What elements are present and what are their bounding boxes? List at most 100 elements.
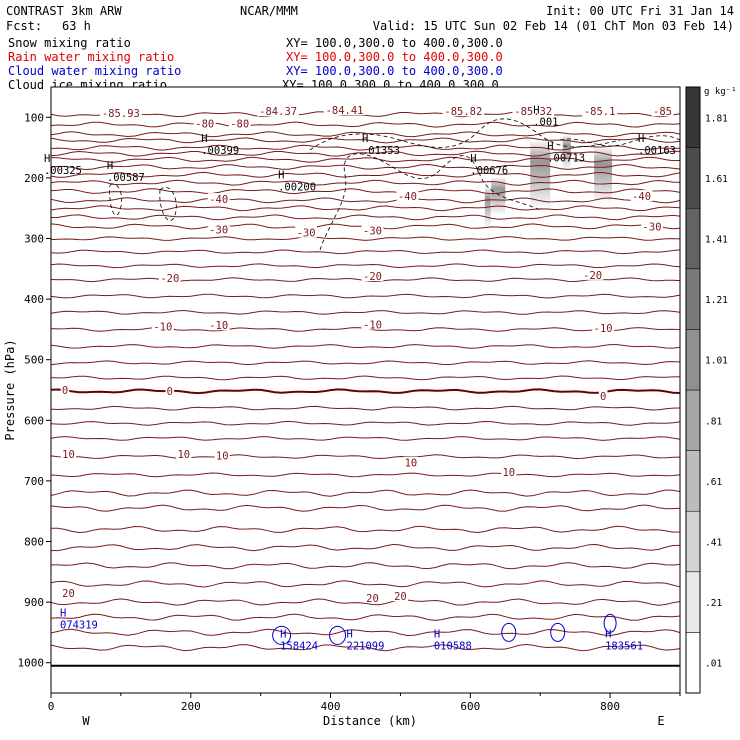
contour-label-bg-19 — [151, 320, 174, 332]
cloud-water-value-2: 221099 — [347, 640, 385, 652]
contour-label-bg-20 — [207, 319, 230, 331]
high-marker-value-8: .001 — [533, 116, 558, 128]
contour-label-21: -10 — [363, 320, 382, 332]
isotherm-36 — [50, 580, 681, 588]
cloud-ice-contour-4 — [559, 135, 681, 147]
isotherm-29 — [50, 454, 681, 460]
colorbar-bin-7 — [685, 207, 701, 270]
isotherm-39 — [50, 628, 681, 637]
isotherm-38 — [50, 613, 681, 621]
contour-label-7: -80 — [195, 118, 214, 130]
contour-label-bg-21 — [361, 318, 384, 330]
colorbar-label-2: .41 — [705, 538, 722, 549]
high-marker-value-1: .00325 — [44, 165, 82, 177]
contour-label-bg-10 — [396, 190, 419, 202]
contour-label-bg-14 — [361, 224, 384, 236]
colorbar-label-7: 1.41 — [705, 235, 728, 246]
y-axis-label: Pressure (hPa) — [3, 339, 17, 440]
isotherm-35 — [51, 562, 681, 570]
isotherm-23 — [50, 360, 681, 366]
isotherm-15 — [50, 236, 681, 241]
contour-label-bg-0 — [100, 107, 142, 119]
legend-cloudwater-label: Cloud water mixing ratio — [8, 64, 181, 78]
contour-label-17: -20 — [363, 271, 382, 283]
cloud-water-value-1: 158424 — [280, 640, 318, 652]
contour-label-18: -20 — [583, 270, 602, 282]
high-marker-h-1: H — [44, 153, 50, 165]
cloud-water-h-3: H — [434, 628, 440, 640]
colorbar-label-1: .21 — [705, 598, 722, 609]
contour-label-25: 0 — [600, 391, 606, 403]
contour-label-bg-2 — [323, 104, 366, 116]
contour-label-31: 20 — [62, 588, 75, 600]
contour-label-bg-9 — [207, 193, 230, 205]
isotherm-5 — [50, 150, 681, 157]
contour-label-26: 10 — [62, 449, 75, 461]
contour-label-13: -30 — [297, 227, 316, 239]
high-marker-value-3: .00200 — [278, 182, 316, 194]
legend-cloudwater-xy: XY= 100.0,300.0 to 400.0,300.0 — [286, 64, 503, 78]
contour-label-2: -84.41 — [326, 105, 364, 117]
high-marker-h-4: H — [362, 133, 368, 145]
fcst-label: Fcst: — [6, 19, 42, 33]
isotherm-1 — [50, 121, 681, 128]
contour-label-10: -40 — [398, 191, 417, 203]
x-end-label-west: W — [82, 714, 90, 728]
y-tick-label-5: 600 — [24, 414, 44, 427]
isotherm-32 — [50, 504, 681, 512]
contour-label-bg-28 — [214, 449, 230, 461]
isotherm-19 — [50, 293, 681, 299]
contour-label-bg-8 — [228, 117, 251, 129]
contour-label-33: 20 — [394, 591, 407, 603]
colorbar-label-9: 1.81 — [705, 113, 728, 124]
colorbar: .01 .21 .41 .61 .81 1.01 1.21 1.41 1.61 1.81 — [685, 86, 728, 694]
isotherm-2 — [50, 131, 681, 138]
colorbar-bin-8 — [685, 147, 701, 209]
isotherm-22 — [50, 344, 681, 349]
cloud-water-h-2: H — [347, 628, 353, 640]
contour-labels: -85.93 -84.37 -84.41 -85.82 -85.32 -85.1 -85 -8… — [44, 104, 676, 605]
contour-label-23: 0 — [62, 385, 68, 397]
legend-rain-xy: XY= 100.0,300.0 to 400.0,300.0 — [286, 50, 503, 64]
contour-label-12: -30 — [209, 224, 228, 236]
contour-label-bg-33 — [392, 590, 409, 602]
high-marker-value-2: .00587 — [107, 172, 145, 184]
contour-label-bg-29 — [403, 456, 419, 468]
contour-label-5: -85.1 — [584, 106, 616, 118]
isotherm-20 — [50, 309, 681, 315]
valid-time: Valid: 15 UTC Sun 02 Feb 14 (01 ChT Mon … — [373, 19, 734, 33]
contour-label-22: -10 — [594, 323, 613, 335]
high-marker-value-5: .00676 — [470, 165, 508, 177]
x-tick-label-0: 0 — [48, 700, 55, 713]
isotherm-6 — [50, 156, 681, 163]
isotherm-17 — [50, 263, 681, 269]
y-tick-label-0: 100 — [24, 111, 44, 124]
contour-label-16: -20 — [160, 273, 179, 285]
isotherm-4 — [50, 144, 681, 151]
contour-label-19: -10 — [153, 321, 172, 333]
isotherm-30 — [50, 472, 681, 478]
contour-label-bg-3 — [442, 105, 485, 117]
isotherm-40 — [50, 643, 681, 652]
x-tick-label-3: 600 — [460, 700, 480, 713]
x-tick-label-1: 200 — [181, 700, 201, 713]
colorbar-bin-1 — [685, 571, 701, 633]
model-title: CONTRAST 3km ARW — [6, 4, 122, 18]
contour-label-bg-23 — [60, 384, 70, 395]
contour-label-bg-1 — [257, 105, 299, 117]
high-marker-h-0: H — [201, 133, 207, 145]
colorbar-bin-5 — [685, 329, 701, 391]
y-tick-label-8: 900 — [24, 596, 44, 609]
high-marker-h-2: H — [107, 160, 113, 172]
plot-area: -85.93 -84.37 -84.41 -85.82 -85.32 -85.1 -85 -8… — [18, 86, 681, 713]
colorbar-label-5: 1.01 — [705, 356, 728, 367]
isotherm-37 — [50, 598, 681, 606]
colorbar-units: g kg⁻¹ — [704, 87, 737, 97]
contour-label-bg-15 — [641, 220, 663, 232]
cloud-ice-contour-3 — [159, 187, 177, 221]
contour-label-29: 10 — [405, 458, 418, 470]
contour-label-15: -30 — [643, 221, 662, 233]
legend-rain-label: Rain water mixing ratio — [8, 50, 174, 64]
isotherm-12 — [50, 205, 681, 212]
